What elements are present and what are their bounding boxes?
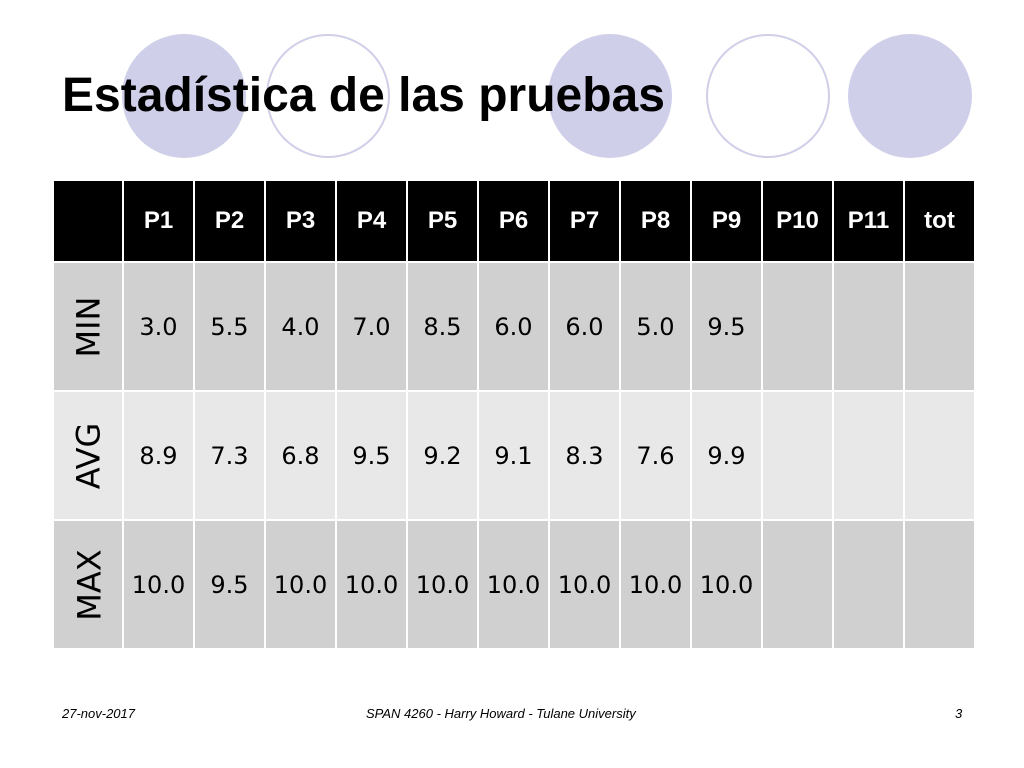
decorative-circle	[122, 34, 246, 158]
table-cell	[903, 261, 976, 392]
row-label: AVG	[69, 422, 107, 489]
footer-course: SPAN 4260 - Harry Howard - Tulane Univer…	[366, 706, 636, 721]
table-cell	[903, 390, 976, 521]
table-cell: 10.0	[122, 519, 195, 650]
table-cell: 9.5	[690, 261, 763, 392]
table-cell	[761, 261, 834, 392]
decorative-circle	[266, 34, 390, 158]
header-cell: P4	[335, 179, 408, 263]
row-label: MAX	[70, 548, 109, 621]
table-cell: 9.2	[406, 390, 479, 521]
table-cell	[832, 519, 905, 650]
slide-title: Estadística de las pruebas	[62, 69, 665, 122]
header-cell: P5	[406, 179, 479, 263]
table-cell: 10.0	[548, 519, 621, 650]
table-row: MIN 3.0 5.5 4.0 7.0 8.5 6.0 6.0 5.0 9.5	[52, 261, 976, 392]
table-cell	[832, 261, 905, 392]
footer-page-number: 3	[955, 706, 963, 721]
table-cell: 9.5	[335, 390, 408, 521]
header-cell: P7	[548, 179, 621, 263]
header-cell-corner	[52, 179, 124, 263]
table-cell: 4.0	[264, 261, 337, 392]
header-cell: P10	[761, 179, 834, 263]
header-cell: P1	[122, 179, 195, 263]
table-cell: 9.9	[690, 390, 763, 521]
header-cell: P3	[264, 179, 337, 263]
decorative-circle	[848, 34, 972, 158]
table-cell: 7.3	[193, 390, 266, 521]
table-cell: 10.0	[406, 519, 479, 650]
table-cell: 5.5	[193, 261, 266, 392]
table-cell: 10.0	[335, 519, 408, 650]
header-cell: P6	[477, 179, 550, 263]
table-cell: 7.6	[619, 390, 692, 521]
table-cell: 10.0	[690, 519, 763, 650]
table-cell	[832, 390, 905, 521]
table-cell: 6.0	[477, 261, 550, 392]
table-cell: 9.1	[477, 390, 550, 521]
table-cell	[761, 519, 834, 650]
header-cell: P2	[193, 179, 266, 263]
table-cell: 5.0	[619, 261, 692, 392]
table-cell	[761, 390, 834, 521]
table-cell: 8.9	[122, 390, 195, 521]
table-cell: 9.5	[193, 519, 266, 650]
table-cell	[903, 519, 976, 650]
header-cell: P9	[690, 179, 763, 263]
table-cell: 8.5	[406, 261, 479, 392]
footer-date: 27-nov-2017	[62, 706, 135, 721]
row-header: MIN	[52, 261, 124, 392]
table-row: AVG 8.9 7.3 6.8 9.5 9.2 9.1 8.3 7.6 9.9	[52, 390, 976, 521]
table-cell: 10.0	[619, 519, 692, 650]
statistics-table: P1 P2 P3 P4 P5 P6 P7 P8 P9 P10 P11 tot M…	[52, 179, 976, 650]
row-header: AVG	[52, 390, 124, 521]
header-cell: P11	[832, 179, 905, 263]
decorative-circle	[548, 34, 672, 158]
row-header: MAX	[52, 519, 124, 650]
table-cell: 10.0	[264, 519, 337, 650]
header-row: P1 P2 P3 P4 P5 P6 P7 P8 P9 P10 P11 tot	[52, 179, 976, 263]
table-cell: 6.8	[264, 390, 337, 521]
table-cell: 6.0	[548, 261, 621, 392]
table-cell: 8.3	[548, 390, 621, 521]
row-label: MIN	[68, 296, 107, 357]
table-row: MAX 10.0 9.5 10.0 10.0 10.0 10.0 10.0 10…	[52, 519, 976, 650]
header-cell: tot	[903, 179, 976, 263]
header-cell-label: P10	[776, 207, 819, 234]
decorative-circle	[706, 34, 830, 158]
header-cell: P8	[619, 179, 692, 263]
table-cell: 10.0	[477, 519, 550, 650]
table-cell: 3.0	[122, 261, 195, 392]
table-cell: 7.0	[335, 261, 408, 392]
